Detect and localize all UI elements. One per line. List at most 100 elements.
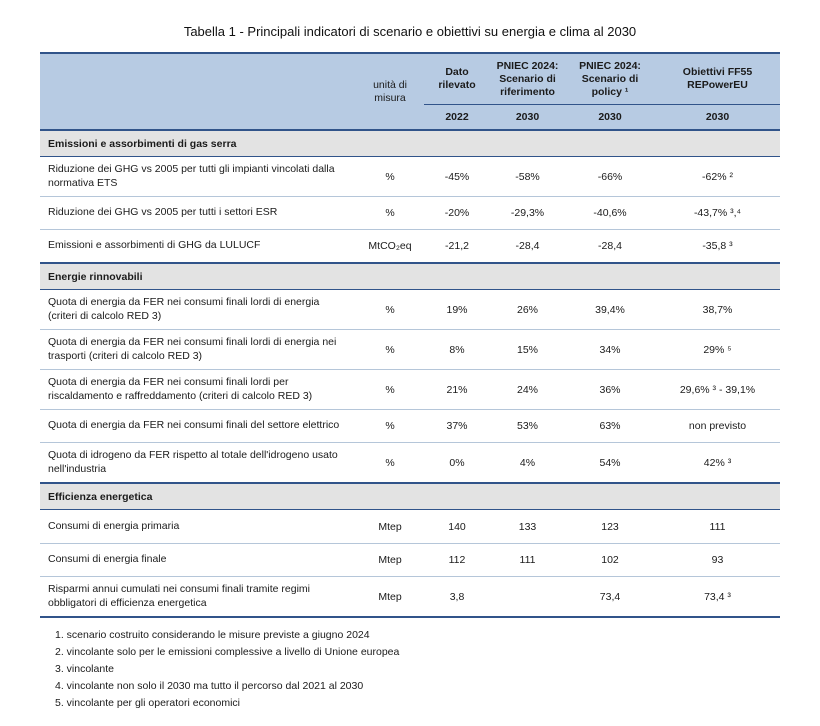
value-riferimento-2030: -28,4 — [515, 240, 540, 252]
value-ff55-2030: 38,7% — [702, 303, 733, 316]
value-riferimento-2030: 133 — [518, 520, 537, 533]
table-row: Risparmi annui cumulati nei consumi fina… — [40, 576, 780, 616]
table-row: Quota di energia da FER nei consumi fina… — [40, 409, 780, 442]
header-year-2030-ff55: 2030 — [705, 111, 730, 123]
value-2022: 0% — [449, 456, 465, 469]
header-col-obiettivi-ff55: Obiettivi FF55 REPowerEU 2030 — [655, 54, 780, 129]
header-col-dato-rilevato: Dato rilevato 2022 — [424, 54, 490, 129]
header-cell-indicator-empty — [40, 54, 356, 129]
header-col-pniec-policy: PNIEC 2024: Scenario di policy ¹ 2030 — [565, 54, 655, 129]
section-title-emissioni: Emissioni e assorbimenti di gas serra — [40, 131, 780, 157]
indicator-label: Quota di energia da FER nei consumi fina… — [48, 296, 320, 322]
value-policy-2030: 54% — [599, 456, 621, 469]
value-policy-2030: 123 — [601, 520, 619, 533]
value-ff55-2030: 111 — [709, 520, 726, 533]
indicator-label: Quota di energia da FER nei consumi fina… — [48, 336, 337, 362]
section-emissioni: Emissioni e assorbimenti di gas serra Ri… — [40, 131, 780, 264]
indicator-label: Risparmi annui cumulati nei consumi fina… — [48, 583, 311, 609]
table-title: Tabella 1 - Principali indicatori di sce… — [183, 24, 637, 39]
value-riferimento-2030: -58% — [515, 170, 540, 183]
header-year-2022: 2022 — [445, 111, 469, 123]
unit-value: MtCO₂eq — [368, 240, 412, 252]
table-row: Quota di energia da FER nei consumi fina… — [40, 369, 780, 409]
value-ff55-2030: -35,8 ³ — [702, 240, 733, 252]
footnote-5: 5. vincolante per gli operatori economic… — [55, 697, 241, 709]
value-ff55-2030: 29,6% ³ - 39,1% — [679, 383, 756, 396]
value-riferimento-2030: 15% — [516, 343, 538, 356]
unit-value: % — [385, 456, 395, 469]
unit-value: % — [385, 170, 395, 183]
value-2022: 37% — [446, 420, 468, 432]
header-label-dato-rilevato: Dato rilevato — [424, 54, 490, 105]
indicator-label: Riduzione dei GHG vs 2005 per tutti i se… — [48, 206, 278, 219]
indicator-label: Riduzione dei GHG vs 2005 per tutti gli … — [48, 163, 335, 189]
table-row: Emissioni e assorbimenti di GHG da LULUC… — [40, 229, 780, 262]
footnote-2: 2. vincolante solo per le emissioni comp… — [55, 646, 400, 658]
value-riferimento-2030: 24% — [516, 383, 538, 396]
value-riferimento-2030: 111 — [519, 554, 536, 566]
header-label-obiettivi-ff55: Obiettivi FF55 REPowerEU — [655, 54, 780, 105]
indicators-table: unità di misura Dato rilevato 2022 PNIEC… — [40, 52, 780, 618]
section-rinnovabili: Energie rinnovabili Quota di energia da … — [40, 264, 780, 484]
unit-value: Mtep — [378, 590, 402, 603]
indicator-label: Quota di energia da FER nei consumi fina… — [48, 376, 313, 402]
indicator-label: Consumi di energia primaria — [48, 519, 180, 532]
header-label-pniec-policy: PNIEC 2024: Scenario di policy ¹ — [565, 54, 655, 105]
value-2022: 21% — [446, 383, 468, 396]
value-riferimento-2030: -29,3% — [510, 207, 545, 219]
table-row: Quota di energia da FER nei consumi fina… — [40, 290, 780, 329]
table-row: Quota di idrogeno da FER rispetto al tot… — [40, 442, 780, 482]
indicator-label: Quota di idrogeno da FER rispetto al tot… — [48, 449, 338, 475]
indicator-label: Emissioni e assorbimenti di GHG da LULUC… — [48, 239, 261, 252]
value-policy-2030: -66% — [597, 170, 623, 183]
value-ff55-2030: -43,7% ³,⁴ — [693, 207, 742, 219]
footnote-3: 3. vincolante — [55, 663, 114, 675]
value-policy-2030: -28,4 — [598, 240, 622, 252]
value-policy-2030: 63% — [599, 420, 621, 432]
section-title-rinnovabili: Energie rinnovabili — [40, 264, 780, 290]
value-2022: 3,8 — [449, 590, 465, 603]
indicator-label: Quota di energia da FER nei consumi fina… — [48, 419, 340, 432]
table-row: Consumi di energia primaria Mtep 140 133… — [40, 510, 780, 543]
unit-value: % — [385, 343, 395, 356]
unit-value: % — [385, 420, 395, 432]
header-cell-unit: unità di misura — [373, 78, 407, 104]
footnotes: 1. scenario costruito considerando le mi… — [55, 627, 820, 712]
section-title-efficienza: Efficienza energetica — [40, 484, 780, 510]
value-2022: -20% — [444, 207, 470, 219]
section-efficienza: Efficienza energetica Consumi di energia… — [40, 484, 780, 618]
value-riferimento-2030: 26% — [516, 303, 538, 316]
unit-value: % — [385, 207, 395, 219]
value-2022: 112 — [448, 554, 466, 566]
value-ff55-2030: 42% ³ — [703, 456, 732, 469]
value-riferimento-2030: 4% — [519, 456, 536, 469]
table-row: Quota di energia da FER nei consumi fina… — [40, 329, 780, 369]
indicator-label: Consumi di energia finale — [48, 553, 167, 566]
header-year-2030-riferimento: 2030 — [515, 111, 540, 123]
value-ff55-2030: 73,4 ³ — [704, 590, 731, 603]
table-header: unità di misura Dato rilevato 2022 PNIEC… — [40, 54, 780, 131]
value-ff55-2030: 93 — [711, 554, 724, 566]
table-row: Riduzione dei GHG vs 2005 per tutti gli … — [40, 157, 780, 196]
value-2022: -21,2 — [445, 240, 469, 252]
value-policy-2030: 36% — [599, 383, 621, 396]
value-policy-2030: -40,6% — [593, 207, 627, 219]
unit-value: % — [385, 303, 395, 316]
unit-value: % — [385, 383, 395, 396]
footnote-1: 1. scenario costruito considerando le mi… — [55, 629, 370, 641]
value-ff55-2030: -62% ² — [702, 170, 733, 183]
header-label-pniec-riferimento: PNIEC 2024: Scenario di riferimento — [490, 54, 565, 105]
header-year-2030-policy: 2030 — [598, 111, 622, 123]
unit-value: Mtep — [378, 554, 402, 566]
value-ff55-2030: 29% ⁵ — [703, 343, 732, 356]
value-riferimento-2030 — [490, 591, 565, 603]
value-riferimento-2030: 53% — [516, 420, 538, 432]
value-policy-2030: 34% — [599, 343, 621, 356]
footnote-4: 4. vincolante non solo il 2030 ma tutto … — [55, 680, 364, 692]
table-row: Riduzione dei GHG vs 2005 per tutti i se… — [40, 196, 780, 229]
document-page: Tabella 1 - Principali indicatori di sce… — [0, 24, 820, 726]
value-2022: -45% — [444, 170, 470, 183]
value-ff55-2030: non previsto — [688, 420, 747, 432]
value-policy-2030: 73,4 — [599, 590, 621, 603]
value-policy-2030: 102 — [601, 554, 619, 566]
